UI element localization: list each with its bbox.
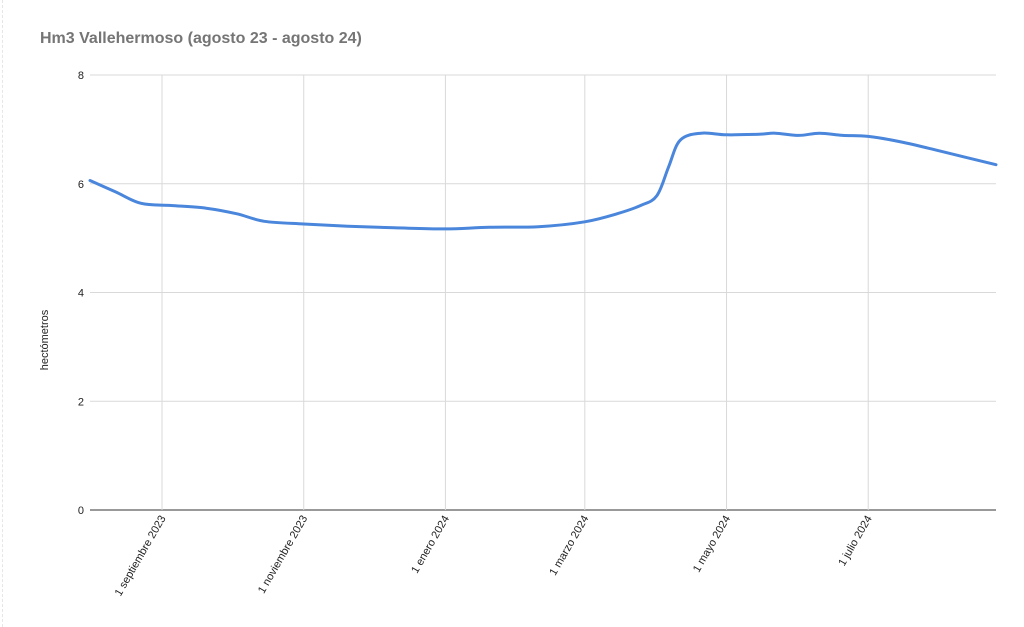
- y-tick-label: 2: [78, 396, 84, 408]
- y-tick-label: 4: [78, 288, 84, 300]
- grid: [90, 74, 996, 511]
- x-tick-label: 1 mayo 2024: [691, 514, 733, 575]
- y-tick-label: 0: [78, 505, 84, 517]
- series-group: [88, 131, 998, 231]
- chart-title: Hm3 Vallehermoso (agosto 23 - agosto 24): [40, 30, 362, 47]
- y-axis-ticks: 0 2 4 6 8: [78, 70, 84, 517]
- page-edge-line: [2, 0, 4, 627]
- y-tick-label: 8: [78, 70, 84, 82]
- x-tick-label: 1 marzo 2024: [547, 514, 591, 578]
- x-tick-label: 1 enero 2024: [409, 514, 452, 576]
- x-tick-label: 1 septiembre 2023: [113, 514, 169, 599]
- series-line-0: [88, 131, 998, 231]
- y-tick-label: 6: [78, 179, 84, 191]
- y-axis-label: hectómetros: [39, 309, 51, 370]
- x-tick-label: 1 noviembre 2023: [256, 514, 310, 596]
- x-axis-ticks: 1 septiembre 2023 1 noviembre 2023 1 enero…: [113, 514, 875, 599]
- x-tick-label: 1 julio 2024: [836, 514, 875, 569]
